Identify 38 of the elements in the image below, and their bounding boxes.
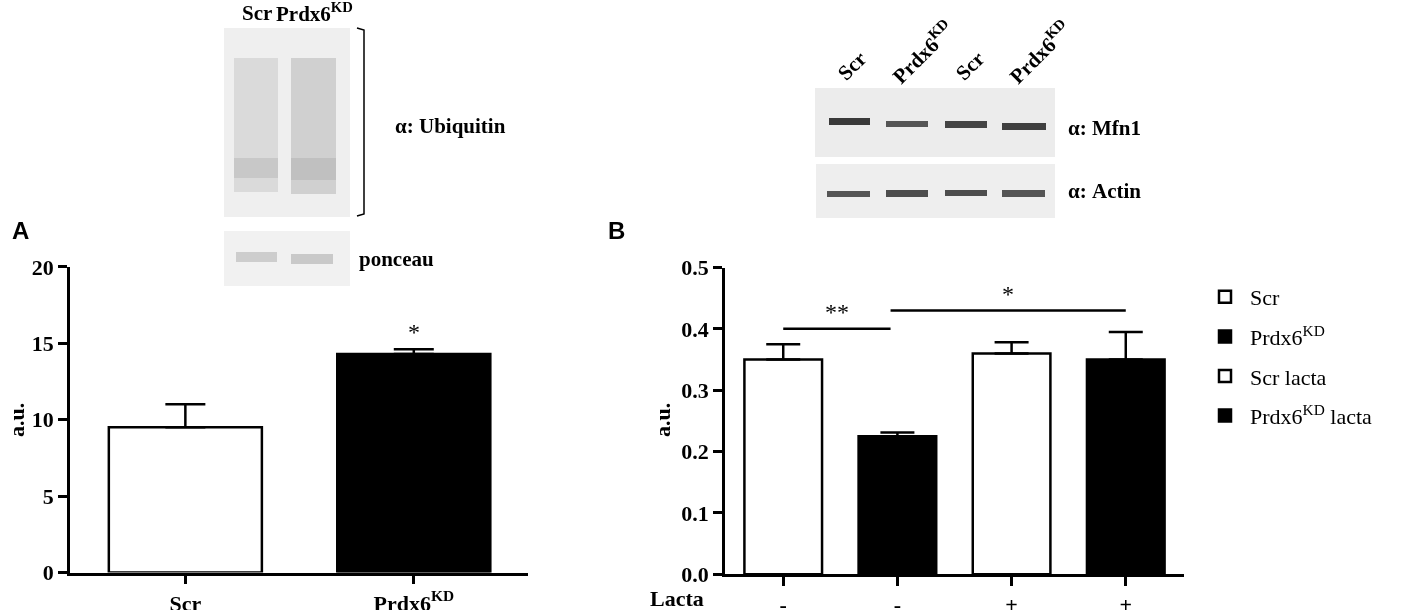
y-tick-label: 0.2 [681,439,709,465]
x-tick-label: + [1119,592,1133,610]
x-tick-label: - [893,592,902,610]
text: Scr [832,46,872,86]
y-axis-title: a.u. [650,402,675,437]
text: α: Actin [1068,179,1142,203]
y-tick-label: 15 [31,330,54,356]
text: Scr [950,46,990,86]
x-tick-label: + [1005,592,1018,610]
text: Prdx6$^{KD}$ [1250,321,1325,350]
legend-label: Scr lacta [1250,364,1327,390]
y-tick-label: 0.4 [681,316,709,342]
x-tick-label: Scr [169,590,202,610]
y-tick-label: 0.1 [681,500,709,526]
chart-title: A [12,217,30,244]
annotation: * [408,319,420,345]
text: Scr [242,1,273,25]
legend-label: Scr [1250,285,1280,311]
y-tick-label: 0.0 [681,561,709,587]
x-axis-title: Lacta [650,586,704,610]
x-tick-label: Prdx6$^{KD}$ [373,587,455,610]
y-axis-title: a.u. [4,402,29,437]
legend-label: Prdx6$^{KD}$ [1250,400,1325,430]
annotation: ponceau [359,247,434,271]
x-tick-label: - [779,592,787,610]
text: Prdx6$^{KD}$ [276,0,353,26]
y-tick-label: 5 [42,483,54,509]
chart-title: B [608,217,626,244]
y-tick-label: 0 [42,560,54,586]
y-tick-label: 0.3 [681,377,709,403]
y-tick-label: 0.5 [681,255,709,281]
annotation: ** [825,299,849,325]
text: lacta [1330,404,1372,430]
y-tick-label: 20 [31,254,54,280]
y-tick-label: 10 [31,407,54,433]
text: α: Mfn1 [1068,116,1141,140]
text: α: Ubiquitin [395,114,506,138]
annotation: * [1002,281,1014,307]
